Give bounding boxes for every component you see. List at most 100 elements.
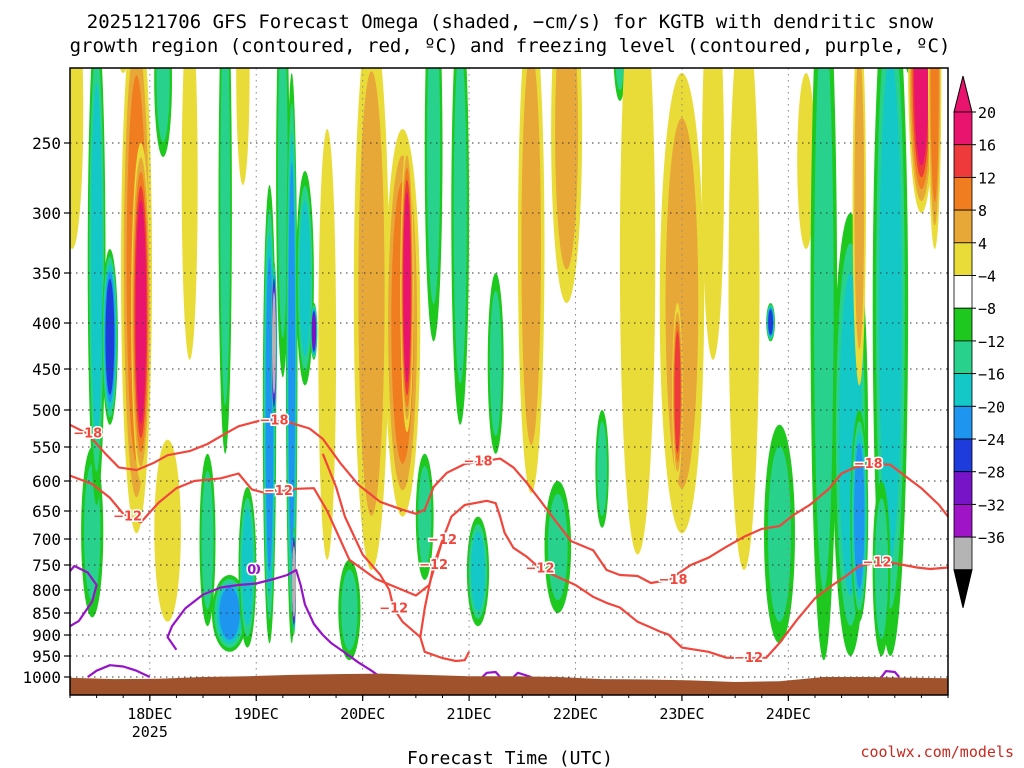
x-tick-label-24DEC: 24DEC <box>766 705 811 723</box>
contour-label-freezing-level: 0 <box>247 563 256 578</box>
colorbar-swatch-8 <box>953 373 973 407</box>
omega-cell-49-2 <box>879 68 902 562</box>
omega-cell-50-1 <box>874 498 889 639</box>
omega-cell-32-1 <box>521 68 541 446</box>
y-tick-label-950: 950 <box>32 647 61 666</box>
colorbar-swatch-0 <box>953 111 973 146</box>
omega-cell-2-2 <box>91 83 103 439</box>
chart-title-line2: growth region (contoured, red, ºC) and f… <box>70 35 951 57</box>
plot-area: −12−12−12−12−12−12−18−18−18−18−18−12−120… <box>70 68 948 695</box>
omega-cell-30-2 <box>470 531 486 612</box>
omega-cell-34-1 <box>548 493 568 601</box>
contours: −12−12−12−12−12−12−18−18−18−18−18−12−120… <box>70 412 948 679</box>
x-tick-label-20DEC: 20DEC <box>340 705 385 723</box>
contour-label-dgz-minus18-4: −18 <box>854 457 883 472</box>
colorbar-label-2: 12 <box>978 169 996 187</box>
colorbar-swatch-6 <box>953 307 973 342</box>
x-tick-label-21DEC: 21DEC <box>447 705 492 723</box>
omega-cell-10-1 <box>201 470 214 610</box>
y-tick-label-250: 250 <box>32 134 61 153</box>
colorbar-label-11: −28 <box>978 464 1005 482</box>
colorbar-swatch-2 <box>953 176 973 211</box>
y-tick-label-900: 900 <box>32 626 61 645</box>
plot-frame <box>69 67 949 696</box>
omega-cell-12-3 <box>219 587 240 640</box>
colorbar-label-6: −8 <box>978 300 996 318</box>
omega-cell-18-3 <box>288 162 296 554</box>
contour-label-dgz-minus12-upper-3: −12 <box>526 562 555 577</box>
colorbar: 20 16 12 8 4 −4 −8 −12 −16 −20 −24 −28 −32 −36 <box>953 75 1005 608</box>
contour-label-dgz-minus18-2: −18 <box>464 454 493 469</box>
y-tick-label-600: 600 <box>32 472 61 491</box>
omega-cell-21-5 <box>311 313 316 350</box>
colorbar-label-12: −32 <box>978 496 1005 514</box>
omega-cell-45-1 <box>814 68 834 591</box>
ground-terrain <box>70 673 948 695</box>
contour-label-dgz-minus18-0: −18 <box>73 427 102 442</box>
omega-cell-37-0 <box>619 68 656 555</box>
contour-freezing-level-low2 <box>481 670 501 678</box>
omega-cell-6-4 <box>135 200 147 424</box>
omega-cell-16-7 <box>272 292 276 394</box>
omega-cell-31-1 <box>489 290 502 437</box>
omega-cell-11-1 <box>220 68 231 406</box>
credit-text: coolwx.com/models <box>860 743 1014 761</box>
omega-cell-35-1 <box>597 421 607 517</box>
contour-freezing-level-low4 <box>880 670 901 678</box>
contour-label-freezing-level-main-0: 0 <box>252 563 261 578</box>
contour-freezing-level-main <box>166 568 382 678</box>
y-tick-label-700: 700 <box>32 530 61 549</box>
colorbar-top-arrow <box>953 75 973 113</box>
y-tick-label-1000: 1000 <box>22 668 61 687</box>
contour-freezing-level-low3 <box>512 671 532 679</box>
colorbar-label-10: −24 <box>978 431 1005 449</box>
colorbar-swatch-11 <box>953 471 973 505</box>
contour-label-dgz-minus12-mid-0: −12 <box>379 601 408 616</box>
y-tick-label-400: 400 <box>32 314 61 333</box>
omega-cell-14-2 <box>241 508 253 626</box>
omega-cell-53-2 <box>930 68 939 203</box>
contour-label-dgz-minus18-1: −18 <box>260 413 289 428</box>
omega-cell-36-1 <box>615 68 625 90</box>
omega-cell-13-0 <box>236 68 250 185</box>
x-tick-label-19DEC: 19DEC <box>234 705 279 723</box>
omega-cell-9-0 <box>181 68 198 360</box>
omega-cell-29-1 <box>453 68 467 384</box>
omega-cell-27-1 <box>418 466 432 568</box>
contour-label-dgz-minus12-upper-0: −12 <box>113 510 142 525</box>
x-axis-label: Forecast Time (UTC) <box>407 748 613 768</box>
omega-cell-44-0 <box>797 73 815 249</box>
omega-cell-19-8 <box>291 548 296 615</box>
omega-cell-17-1 <box>277 68 288 338</box>
colorbar-bottom-arrow <box>953 569 973 608</box>
y-tick-label-450: 450 <box>32 360 61 379</box>
colorbar-swatch-5 <box>953 275 973 309</box>
omega-cell-26-4 <box>403 192 411 384</box>
omega-cell-24-1 <box>358 71 385 516</box>
y-tick-label-650: 650 <box>32 502 61 521</box>
omega-cell-47-3 <box>854 443 865 589</box>
omega-cell-39-3 <box>674 330 681 454</box>
contour-label-dgz-minus18-3: −18 <box>659 573 688 588</box>
omega-cell-4-0 <box>119 68 127 73</box>
x-tick-label-18DEC: 18DEC <box>127 705 172 723</box>
y-tick-label-750: 750 <box>32 556 61 575</box>
colorbar-label-1: 16 <box>978 137 996 155</box>
contour-freezing-level-low1 <box>87 664 151 678</box>
colorbar-label-4: 4 <box>978 235 987 253</box>
contour-label-dgz-minus12-upper-4: −12 <box>734 651 763 666</box>
y-tick-label-300: 300 <box>32 204 61 223</box>
omega-cell-48-1 <box>854 68 865 350</box>
contour-dgz-minus12-upper <box>70 472 948 660</box>
omega-cell-40-0 <box>701 68 725 360</box>
contour-dgz-minus18 <box>70 419 948 585</box>
colorbar-swatch-7 <box>953 340 973 374</box>
contour-label-dgz-minus12-upper-5: −12 <box>863 555 892 570</box>
omega-cell-33-1 <box>555 68 579 270</box>
colorbar-swatch-12 <box>953 503 973 538</box>
colorbar-swatch-9 <box>953 405 973 440</box>
y-tick-label-800: 800 <box>32 581 61 600</box>
omega-cell-22-0 <box>318 129 337 560</box>
